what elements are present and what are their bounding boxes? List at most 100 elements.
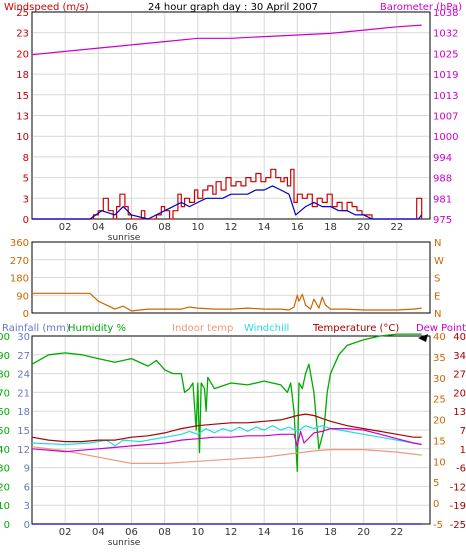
x-tick-label: 08 (158, 527, 171, 538)
x-tick-label: 16 (291, 222, 304, 233)
barometer-tick-label: 1038 (433, 8, 458, 19)
humidity-tick-label: 100 (0, 332, 10, 343)
rain-tick-label: 18 (17, 407, 30, 418)
series-average (32, 185, 423, 220)
barometer-tick-label: 1007 (433, 112, 458, 123)
humidity-tick-label: 40 (0, 445, 10, 456)
wind-direction-panel (31, 241, 431, 314)
barometer-tick-label: 981 (433, 194, 452, 205)
x-tick-label: 14 (258, 222, 271, 233)
sunrise-label: sunrise (108, 538, 141, 548)
barometer-axis-title: Barometer (hPa) (380, 2, 462, 13)
wind-tick-label: 10 (16, 132, 29, 143)
series-wind-direction (32, 292, 422, 312)
wind-tick-label: 20 (16, 49, 29, 60)
series-humidity (31, 333, 422, 473)
indoor-tick-label: 40 (433, 332, 446, 343)
series-barometer (31, 24, 422, 56)
legend-humidity: Humidity % (68, 323, 126, 334)
humidity-tick-label: 60 (0, 407, 10, 418)
x-tick-label: 08 (158, 222, 171, 233)
indoor-tick-label: 25 (433, 395, 446, 406)
barometer-tick-label: 1019 (433, 70, 458, 81)
series-indoor-temp (31, 446, 422, 464)
barometer-tick-label: 988 (433, 174, 452, 185)
rain-tick-label: 6 (24, 482, 30, 493)
indoor-tick-label: 30 (433, 374, 446, 385)
wind-tick-label: 0 (23, 215, 29, 226)
x-tick-label: 18 (324, 222, 337, 233)
humidity-tick-label: 50 (0, 426, 10, 437)
sunrise-label: sunrise (108, 233, 141, 243)
compass-tick-label: S (434, 274, 440, 285)
indoor-tick-label: 10 (433, 457, 446, 468)
compass-tick-label: N (434, 238, 441, 249)
x-tick-label: 20 (357, 222, 370, 233)
temperature-tick-label: -19 (450, 501, 466, 512)
temperature-tick-label: 1 (460, 445, 466, 456)
rain-tick-label: 27 (17, 351, 30, 362)
humidity-tick-label: 10 (0, 501, 10, 512)
x-tick-label: 04 (92, 222, 105, 233)
x-tick-label: 14 (258, 527, 271, 538)
x-tick-label: 12 (225, 527, 238, 538)
legend-temperature: Temperature (°C) (312, 323, 399, 334)
legend-windchill: Windchill (244, 323, 289, 334)
indoor-tick-label: 35 (433, 353, 446, 364)
rain-tick-label: 0 (24, 520, 30, 531)
temperature-tick-label: -25 (450, 520, 466, 531)
barometer-tick-label: 1013 (433, 91, 458, 102)
direction-tick-label: 270 (10, 256, 29, 267)
dew-point-marker (418, 334, 428, 342)
compass-tick-label: W (434, 256, 444, 267)
temperature-tick-label: 13 (453, 407, 466, 418)
x-tick-label: 20 (357, 527, 370, 538)
barometer-tick-label: 1025 (433, 49, 458, 60)
x-tick-label: 06 (125, 222, 138, 233)
indoor-tick-label: 5 (433, 478, 439, 489)
series-dew-point (31, 428, 422, 453)
rain-tick-label: 9 (24, 464, 30, 475)
wind-tick-label: 3 (23, 194, 29, 205)
wind-tick-label: 23 (16, 29, 29, 40)
wind-tick-label: 15 (16, 91, 29, 102)
rain-tick-label: 21 (17, 388, 30, 399)
wind-tick-label: 13 (16, 112, 29, 123)
wind-tick-label: 5 (23, 174, 29, 185)
wind-barometer-panel (31, 11, 431, 220)
direction-tick-label: 90 (16, 291, 29, 302)
direction-tick-label: 0 (23, 309, 29, 320)
wind-tick-label: 25 (16, 8, 29, 19)
x-tick-label: 10 (191, 527, 204, 538)
humidity-tick-label: 30 (0, 464, 10, 475)
rain-tick-label: 3 (24, 501, 30, 512)
x-tick-label: 22 (390, 527, 403, 538)
indoor-tick-label: 15 (433, 436, 446, 447)
series-temperature (31, 413, 422, 443)
barometer-tick-label: 1000 (433, 132, 458, 143)
temperature-tick-label: 34 (453, 351, 466, 362)
humidity-tick-label: 80 (0, 370, 10, 381)
x-tick-label: 18 (324, 527, 337, 538)
x-tick-label: 02 (59, 527, 72, 538)
x-tick-label: 02 (59, 222, 72, 233)
indoor-tick-label: -5 (433, 520, 443, 531)
x-tick-label: 22 (390, 222, 403, 233)
wind-tick-label: 8 (23, 153, 29, 164)
rain-tick-label: 30 (17, 332, 30, 343)
legend-rainfall: Rainfall (mm) (2, 323, 70, 334)
x-tick-label: 04 (92, 527, 105, 538)
compass-tick-label: E (434, 291, 440, 302)
chart-title: 24 hour graph day : 30 April 2007 (148, 2, 318, 13)
temperature-tick-label: 27 (453, 370, 466, 381)
x-tick-label: 16 (291, 527, 304, 538)
wind-tick-label: 18 (16, 70, 29, 81)
x-tick-label: 06 (125, 527, 138, 538)
barometer-tick-label: 994 (433, 153, 452, 164)
legend-indoor-temp: Indoor temp (172, 323, 233, 334)
humidity-tick-label: 20 (0, 482, 10, 493)
barometer-tick-label: 975 (433, 215, 452, 226)
humidity-tick-label: 0 (4, 520, 10, 531)
humidity-tick-label: 70 (0, 388, 10, 399)
